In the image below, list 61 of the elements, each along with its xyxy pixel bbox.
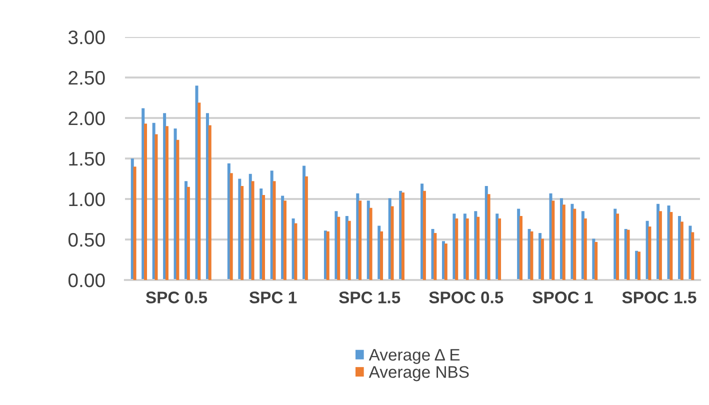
- bar: [466, 218, 469, 280]
- legend-label: Average NBS: [368, 366, 469, 382]
- bar: [498, 218, 502, 280]
- y-tick-label: 2.50: [68, 70, 105, 85]
- bar: [658, 211, 662, 280]
- bar: [380, 231, 384, 280]
- bar: [487, 194, 490, 280]
- bar: [165, 126, 168, 280]
- legend-label: Average Δ E: [368, 349, 460, 364]
- y-tick-label: 2.00: [68, 111, 105, 126]
- bar: [186, 186, 190, 280]
- bar: [369, 208, 372, 280]
- bar: [133, 166, 136, 280]
- bar: [540, 238, 544, 280]
- bar: [272, 181, 276, 280]
- bar: [208, 125, 212, 280]
- bar: [584, 218, 587, 280]
- y-tick-label: 1.00: [69, 192, 105, 206]
- bar: [230, 173, 233, 280]
- y-tick-label: 1.50: [69, 152, 105, 166]
- bar: [326, 231, 330, 280]
- bar: [434, 233, 437, 280]
- x-tick-label: SPOC 1: [532, 292, 593, 304]
- bar: [670, 212, 673, 280]
- bar: [444, 244, 448, 280]
- x-tick-label: SPC 0.5: [146, 292, 208, 304]
- bar: [198, 102, 201, 280]
- bar: [422, 190, 426, 280]
- y-tick-label: 0.00: [68, 273, 105, 288]
- x-tick-label: SPOC 0.5: [429, 292, 504, 304]
- bar: [691, 232, 694, 280]
- x-tick-label: SPOC 1.5: [622, 292, 696, 304]
- bar: [455, 218, 458, 280]
- bar: [262, 194, 266, 280]
- bar: [176, 140, 180, 280]
- bar: [337, 216, 340, 280]
- bar: [616, 214, 620, 280]
- bar: [594, 242, 598, 280]
- bar: [680, 222, 684, 280]
- x-tick-label: SPC 1: [249, 292, 297, 304]
- bar: [476, 216, 480, 280]
- bar: [348, 220, 351, 280]
- bar: [530, 231, 534, 280]
- bar: [562, 204, 566, 280]
- y-tick-label: 3.00: [68, 30, 105, 44]
- bar: [390, 206, 394, 280]
- bar: [251, 181, 254, 280]
- bar: [626, 230, 630, 280]
- x-tick-label: SPC 1.5: [339, 292, 400, 304]
- bar: [283, 200, 286, 280]
- bar: [154, 134, 158, 280]
- bar: [304, 176, 308, 280]
- bar: [294, 223, 298, 280]
- bar: [573, 208, 576, 280]
- bar: [519, 216, 522, 280]
- bar: [648, 226, 652, 280]
- bar: [240, 186, 244, 280]
- bar: [552, 200, 555, 280]
- bar: [144, 124, 148, 280]
- bar: [358, 200, 362, 280]
- y-tick-label: 0.50: [68, 232, 105, 247]
